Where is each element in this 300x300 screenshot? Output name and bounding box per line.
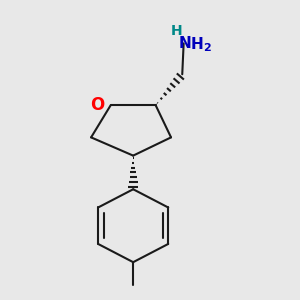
Text: O: O xyxy=(90,96,104,114)
Text: H: H xyxy=(171,24,182,38)
Text: H: H xyxy=(191,37,203,52)
Text: 2: 2 xyxy=(203,44,211,53)
Text: N: N xyxy=(179,36,191,51)
